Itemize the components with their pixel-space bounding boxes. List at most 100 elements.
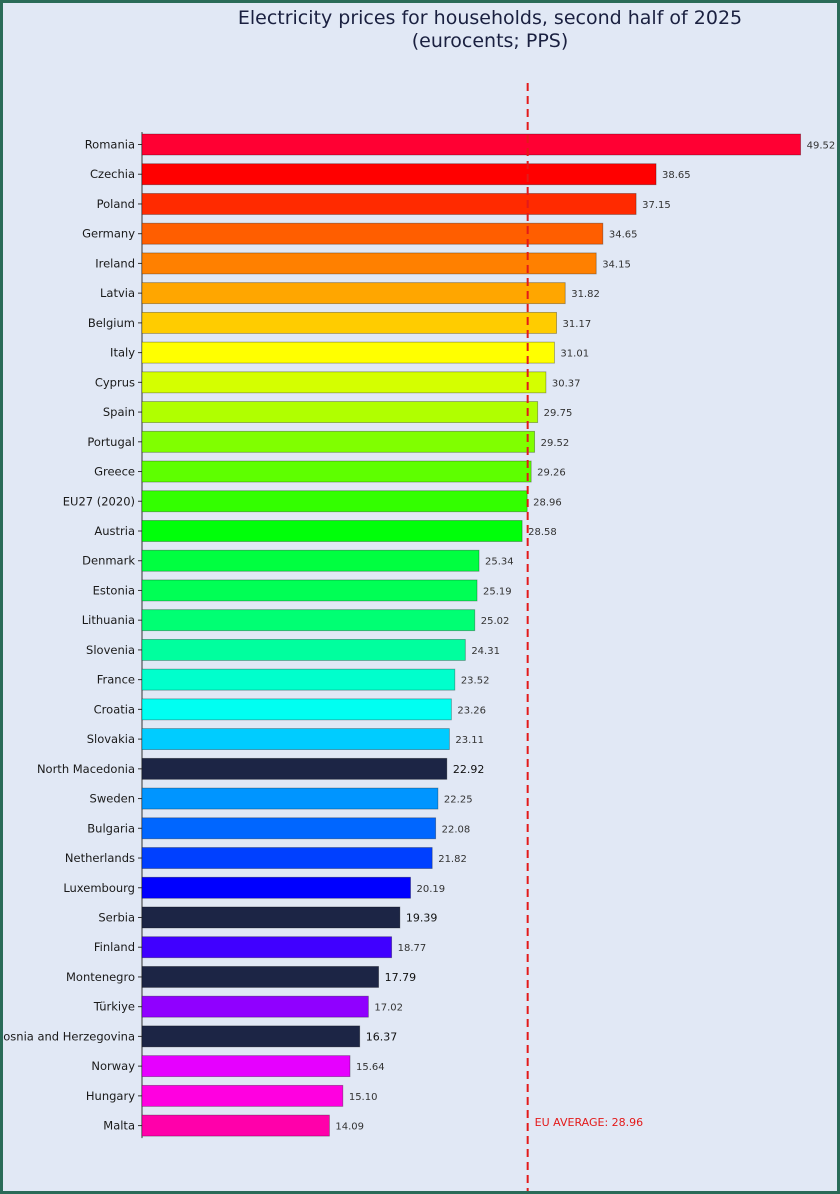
category-label: North Macedonia	[37, 762, 135, 776]
category-label: Netherlands	[65, 851, 135, 865]
bar	[141, 133, 802, 156]
bar	[141, 906, 401, 929]
value-label: 25.34	[485, 557, 514, 568]
chart-title: Electricity prices for households, secon…	[237, 7, 743, 29]
category-label: Croatia	[94, 702, 135, 716]
category-label: Norway	[91, 1059, 135, 1073]
average-label: EU AVERAGE: 28.96	[535, 1116, 644, 1129]
value-label: 30.37	[552, 378, 581, 389]
category-label: Lithuania	[82, 613, 135, 627]
category-label: Estonia	[93, 583, 135, 597]
category-label: Austria	[94, 524, 135, 538]
category-label: Italy	[110, 346, 135, 360]
category-label: Belgium	[88, 316, 135, 330]
value-label: 25.02	[481, 616, 510, 627]
category-label: Montenegro	[66, 970, 135, 984]
category-label: Germany	[82, 227, 135, 241]
value-label: 29.52	[541, 438, 570, 449]
category-label: Romania	[85, 138, 135, 152]
bar	[141, 995, 369, 1018]
category-label: EU27 (2020)	[63, 494, 135, 508]
category-label: Portugal	[87, 435, 135, 449]
bar	[141, 1055, 351, 1078]
value-label: 22.08	[442, 824, 471, 835]
value-label: 24.31	[471, 646, 500, 657]
category-label: Hungary	[86, 1089, 135, 1103]
bar	[141, 728, 450, 750]
value-label: 34.65	[609, 230, 638, 241]
value-label: 15.10	[349, 1092, 378, 1103]
bar	[141, 193, 637, 215]
bar	[141, 757, 448, 780]
value-label: 15.64	[356, 1062, 385, 1073]
bar	[141, 371, 547, 394]
bar	[141, 1025, 361, 1048]
value-label: 20.19	[417, 884, 446, 895]
category-label: Bulgaria	[87, 821, 135, 835]
value-label: 21.82	[438, 854, 467, 865]
bar	[141, 966, 380, 988]
value-label: 34.15	[602, 259, 631, 270]
value-label: 28.96	[533, 497, 562, 508]
bar	[141, 430, 536, 453]
category-label: Spain	[103, 405, 135, 419]
chart-subtitle: (eurocents; PPS)	[411, 30, 569, 52]
chart-title-block: Electricity prices for households, secon…	[3, 7, 837, 53]
value-label: 31.82	[571, 289, 600, 300]
value-label: 22.92	[453, 763, 485, 776]
value-label: 23.26	[457, 705, 486, 716]
category-label: Czechia	[90, 167, 135, 181]
bar	[141, 490, 528, 513]
category-label: Malta	[103, 1119, 135, 1133]
bar	[141, 549, 480, 572]
bar	[141, 311, 557, 334]
category-label: Sweden	[90, 792, 135, 806]
bar	[141, 520, 523, 542]
category-label: Denmark	[82, 554, 135, 568]
category-label: Ireland	[95, 256, 135, 270]
bar	[141, 698, 452, 721]
category-label: Slovenia	[86, 643, 135, 657]
bar	[141, 341, 555, 364]
bar	[141, 817, 437, 840]
category-label: Luxembourg	[63, 881, 135, 895]
bar	[141, 579, 478, 602]
category-label: Poland	[97, 197, 135, 211]
bar	[141, 222, 604, 245]
category-label: Slovakia	[87, 732, 135, 746]
value-label: 19.39	[406, 911, 438, 924]
value-label: 17.02	[374, 1003, 403, 1014]
bar	[141, 460, 532, 483]
bar-chart: Romania 49.52 Czechia 38.65 Poland 37.15 Germa…	[3, 83, 836, 1191]
category-label: Türkiye	[93, 1000, 135, 1014]
bar	[141, 639, 466, 661]
bar	[141, 847, 433, 869]
bar	[141, 876, 411, 899]
bar	[141, 163, 657, 186]
value-label: 37.15	[642, 200, 671, 211]
bar	[141, 609, 476, 632]
value-label: 14.09	[335, 1122, 364, 1133]
category-label: Latvia	[100, 286, 135, 300]
value-label: 31.01	[560, 349, 589, 360]
bar	[141, 936, 393, 959]
value-label: 25.19	[483, 586, 512, 597]
category-label: Bosnia and Herzegovina	[3, 1029, 135, 1043]
value-label: 17.79	[385, 971, 417, 984]
value-label: 29.26	[537, 468, 566, 479]
value-label: 49.52	[807, 141, 836, 152]
bar	[141, 282, 566, 305]
category-label: Cyprus	[95, 375, 135, 389]
bar	[141, 1114, 330, 1137]
bar	[141, 252, 597, 275]
chart-frame: Electricity prices for households, secon…	[3, 3, 837, 1191]
bar	[141, 401, 539, 423]
category-label: Greece	[94, 465, 135, 479]
value-label: 38.65	[662, 170, 691, 181]
value-label: 22.25	[444, 795, 473, 806]
category-label: France	[97, 673, 135, 687]
value-label: 29.75	[544, 408, 573, 419]
bar	[141, 1084, 344, 1107]
bar	[141, 787, 439, 810]
category-label: Finland	[94, 940, 135, 954]
